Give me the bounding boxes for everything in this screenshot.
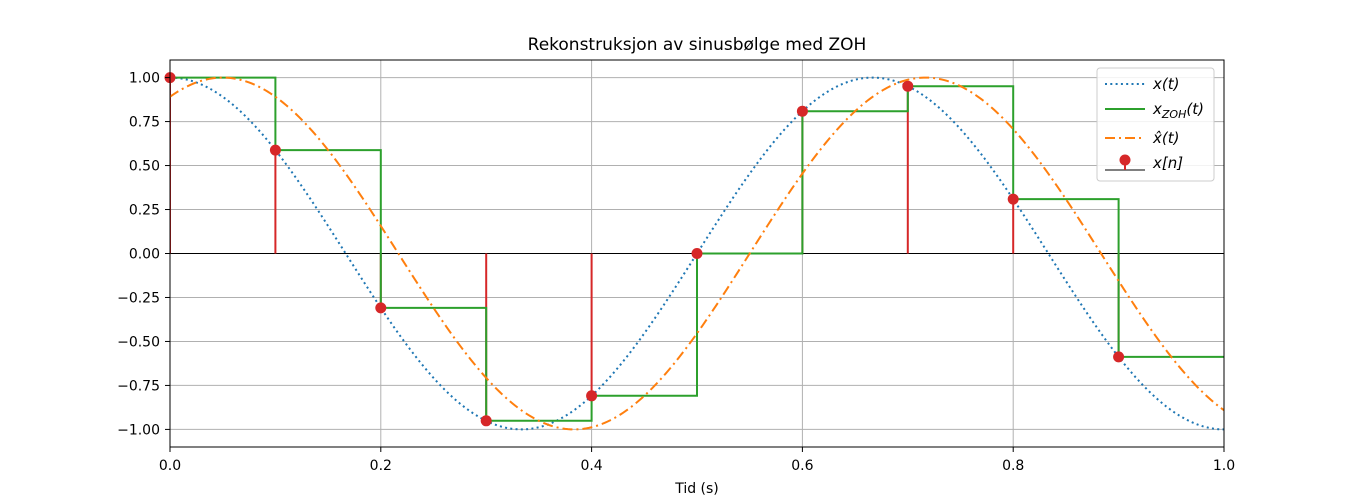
x-axis-label: Tid (s) xyxy=(674,481,719,497)
y-tick-label: 1.00 xyxy=(129,71,160,87)
y-tick-label: −0.50 xyxy=(117,334,160,350)
chart-title: Rekonstruksjon av sinusbølge med ZOH xyxy=(528,35,867,55)
y-tick-label: 0.00 xyxy=(129,247,160,263)
y-tick-label: 0.75 xyxy=(129,115,160,131)
legend-box xyxy=(1096,67,1215,182)
legend-label-arg: (t) xyxy=(1186,100,1204,118)
stem-marker xyxy=(1113,351,1125,363)
series xyxy=(164,72,1224,431)
legend-label: x̂(t) xyxy=(1152,129,1179,147)
stem-marker xyxy=(691,248,703,259)
y-tick-label: −0.75 xyxy=(117,378,160,394)
x-tick-label: 1.0 xyxy=(1213,458,1235,474)
x-tick-label: 0.2 xyxy=(370,458,392,474)
stem-marker xyxy=(902,80,914,92)
plot-area xyxy=(170,76,1224,431)
x-tick-label: 0.0 xyxy=(159,458,181,474)
y-tick-label: 0.25 xyxy=(129,203,160,219)
y-tick-label: 0.50 xyxy=(129,159,160,175)
stem-marker xyxy=(480,415,492,427)
legend: x(t)xZOH(t)x̂(t)x[n] xyxy=(1096,67,1215,182)
stem-marker xyxy=(586,390,598,402)
ticks: 0.0 0.2 0.4 0.6 0.8 1.0 1.00 0.75 0.50 0.25 0.00 −0… xyxy=(117,71,1235,474)
series-x-hat xyxy=(170,76,1224,431)
x-tick-label: 0.4 xyxy=(580,458,602,474)
legend-label: x[n] xyxy=(1152,154,1183,172)
legend-label: x(t) xyxy=(1152,75,1179,93)
x-tick-label: 0.6 xyxy=(791,458,813,474)
stem-marker xyxy=(375,302,387,314)
stem-marker xyxy=(1007,193,1019,205)
stem-marker xyxy=(796,105,808,117)
x-tick-label: 0.8 xyxy=(1002,458,1024,474)
y-tick-label: −0.25 xyxy=(117,290,160,306)
y-tick-label: −1.00 xyxy=(117,422,160,438)
series-x-zoh xyxy=(170,76,1224,422)
legend-label-subscript: ZOH xyxy=(1161,108,1186,121)
legend-handle-stem-marker xyxy=(1119,154,1131,166)
stem-marker xyxy=(269,144,281,156)
